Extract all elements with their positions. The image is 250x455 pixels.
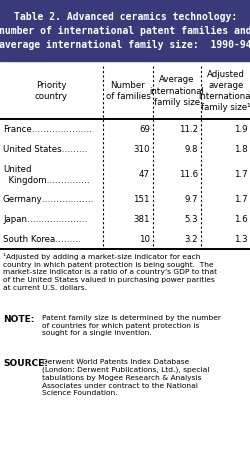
Text: 69: 69	[138, 125, 149, 134]
Text: 11.6: 11.6	[178, 170, 197, 179]
Text: France…………………: France…………………	[3, 125, 92, 134]
Text: Germany………………: Germany………………	[3, 195, 94, 204]
Text: 381: 381	[133, 215, 150, 224]
Text: Patent family size is determined by the number
of countries for which patent pro: Patent family size is determined by the …	[42, 314, 220, 336]
Text: 310: 310	[133, 145, 150, 154]
Text: 151: 151	[133, 195, 150, 204]
Text: United
  Kingdom……………: United Kingdom……………	[3, 165, 90, 184]
Text: South Korea………: South Korea………	[3, 235, 81, 244]
Text: Derwent World Patents Index Database
(London: Derwent Publications, Ltd.), speci: Derwent World Patents Index Database (Lo…	[42, 358, 208, 396]
Text: 10: 10	[138, 235, 149, 244]
Text: 3.2: 3.2	[184, 235, 197, 244]
Text: 1.3: 1.3	[234, 235, 247, 244]
Text: Priority
country: Priority country	[35, 81, 68, 101]
Text: Number
of families: Number of families	[105, 81, 150, 101]
Text: United States………: United States………	[3, 145, 87, 154]
Text: Japan…………………: Japan…………………	[3, 215, 87, 224]
Text: Average
international
family size: Average international family size	[149, 75, 204, 106]
Text: Adjusted
average
international
family size¹: Adjusted average international family si…	[198, 70, 250, 112]
Text: 5.3: 5.3	[184, 215, 197, 224]
Text: ¹Adjusted by adding a market-size indicator for each
country in which patent pro: ¹Adjusted by adding a market-size indica…	[3, 253, 216, 290]
Text: 47: 47	[138, 170, 149, 179]
Bar	[0, 0, 250, 62]
Text: 9.8: 9.8	[184, 145, 197, 154]
Text: 1.8: 1.8	[234, 145, 247, 154]
Text: 1.9: 1.9	[234, 125, 247, 134]
Text: 1.7: 1.7	[234, 170, 247, 179]
Text: 1.7: 1.7	[234, 195, 247, 204]
Text: 9.7: 9.7	[184, 195, 197, 204]
Text: NOTE:: NOTE:	[3, 314, 34, 324]
Text: 11.2: 11.2	[178, 125, 197, 134]
Text: SOURCE:: SOURCE:	[3, 358, 48, 367]
Text: 1.6: 1.6	[234, 215, 247, 224]
Text: Table 2. Advanced ceramics technology:
number of international patent families a: Table 2. Advanced ceramics technology: n…	[0, 12, 250, 50]
